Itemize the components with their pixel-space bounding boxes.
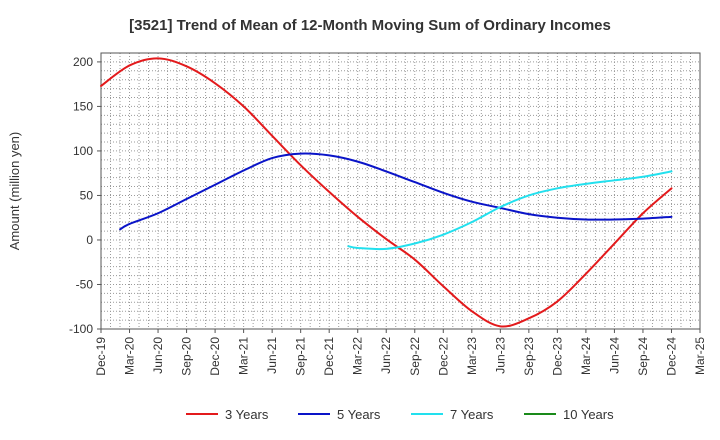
y-tick-label: 50 [80,188,94,202]
x-tick-label: Dec-24 [664,337,678,376]
x-tick-label: Jun-20 [151,337,165,374]
x-tick-label: Dec-20 [208,337,222,376]
plot-frame [100,52,701,330]
legend: 3 Years 5 Years 7 Years 10 Years [186,407,614,422]
y-tick-label: -50 [76,277,94,291]
x-tick-label: Jun-21 [265,337,279,374]
x-tick-label: Mar-22 [351,337,365,375]
legend-label-7-years: 7 Years [450,407,494,422]
x-tick-label: Dec-23 [550,337,564,376]
legend-label-5-years: 5 Years [337,407,381,422]
y-tick-label: 200 [73,55,93,69]
x-tick-label: Dec-21 [322,337,336,376]
y-tick-label: 0 [86,233,93,247]
x-tick-label: Jun-24 [607,337,621,374]
y-axis-label: Amount (million yen) [7,132,22,251]
y-tick-label: 150 [73,99,93,113]
x-tick-label: Sep-22 [408,337,422,376]
legend-label-3-years: 3 Years [225,407,269,422]
x-tick-label: Mar-20 [123,337,137,375]
chart-title: [3521] Trend of Mean of 12-Month Moving … [129,17,611,34]
x-tick-label: Sep-20 [180,337,194,376]
x-tick-label: Sep-23 [522,337,536,376]
x-tick-label: Sep-21 [294,337,308,376]
x-tick-label: Mar-24 [579,337,593,375]
x-tick-label: Mar-25 [693,337,707,375]
y-tick-label: -100 [69,322,93,336]
x-tick-label: Jun-22 [379,337,393,374]
x-tick-label: Jun-23 [493,337,507,374]
x-tick-label: Mar-23 [465,337,479,375]
x-tick-label: Dec-22 [436,337,450,376]
series-line-7-years [347,170,673,251]
y-tick-label: 100 [73,144,93,158]
series-line-3-years [100,57,673,328]
x-tick-label: Sep-24 [636,337,650,376]
series-line-5-years [119,152,673,231]
x-tick-label: Mar-21 [237,337,251,375]
x-tick-label: Dec-19 [94,337,108,376]
legend-label-10-years: 10 Years [563,407,614,422]
